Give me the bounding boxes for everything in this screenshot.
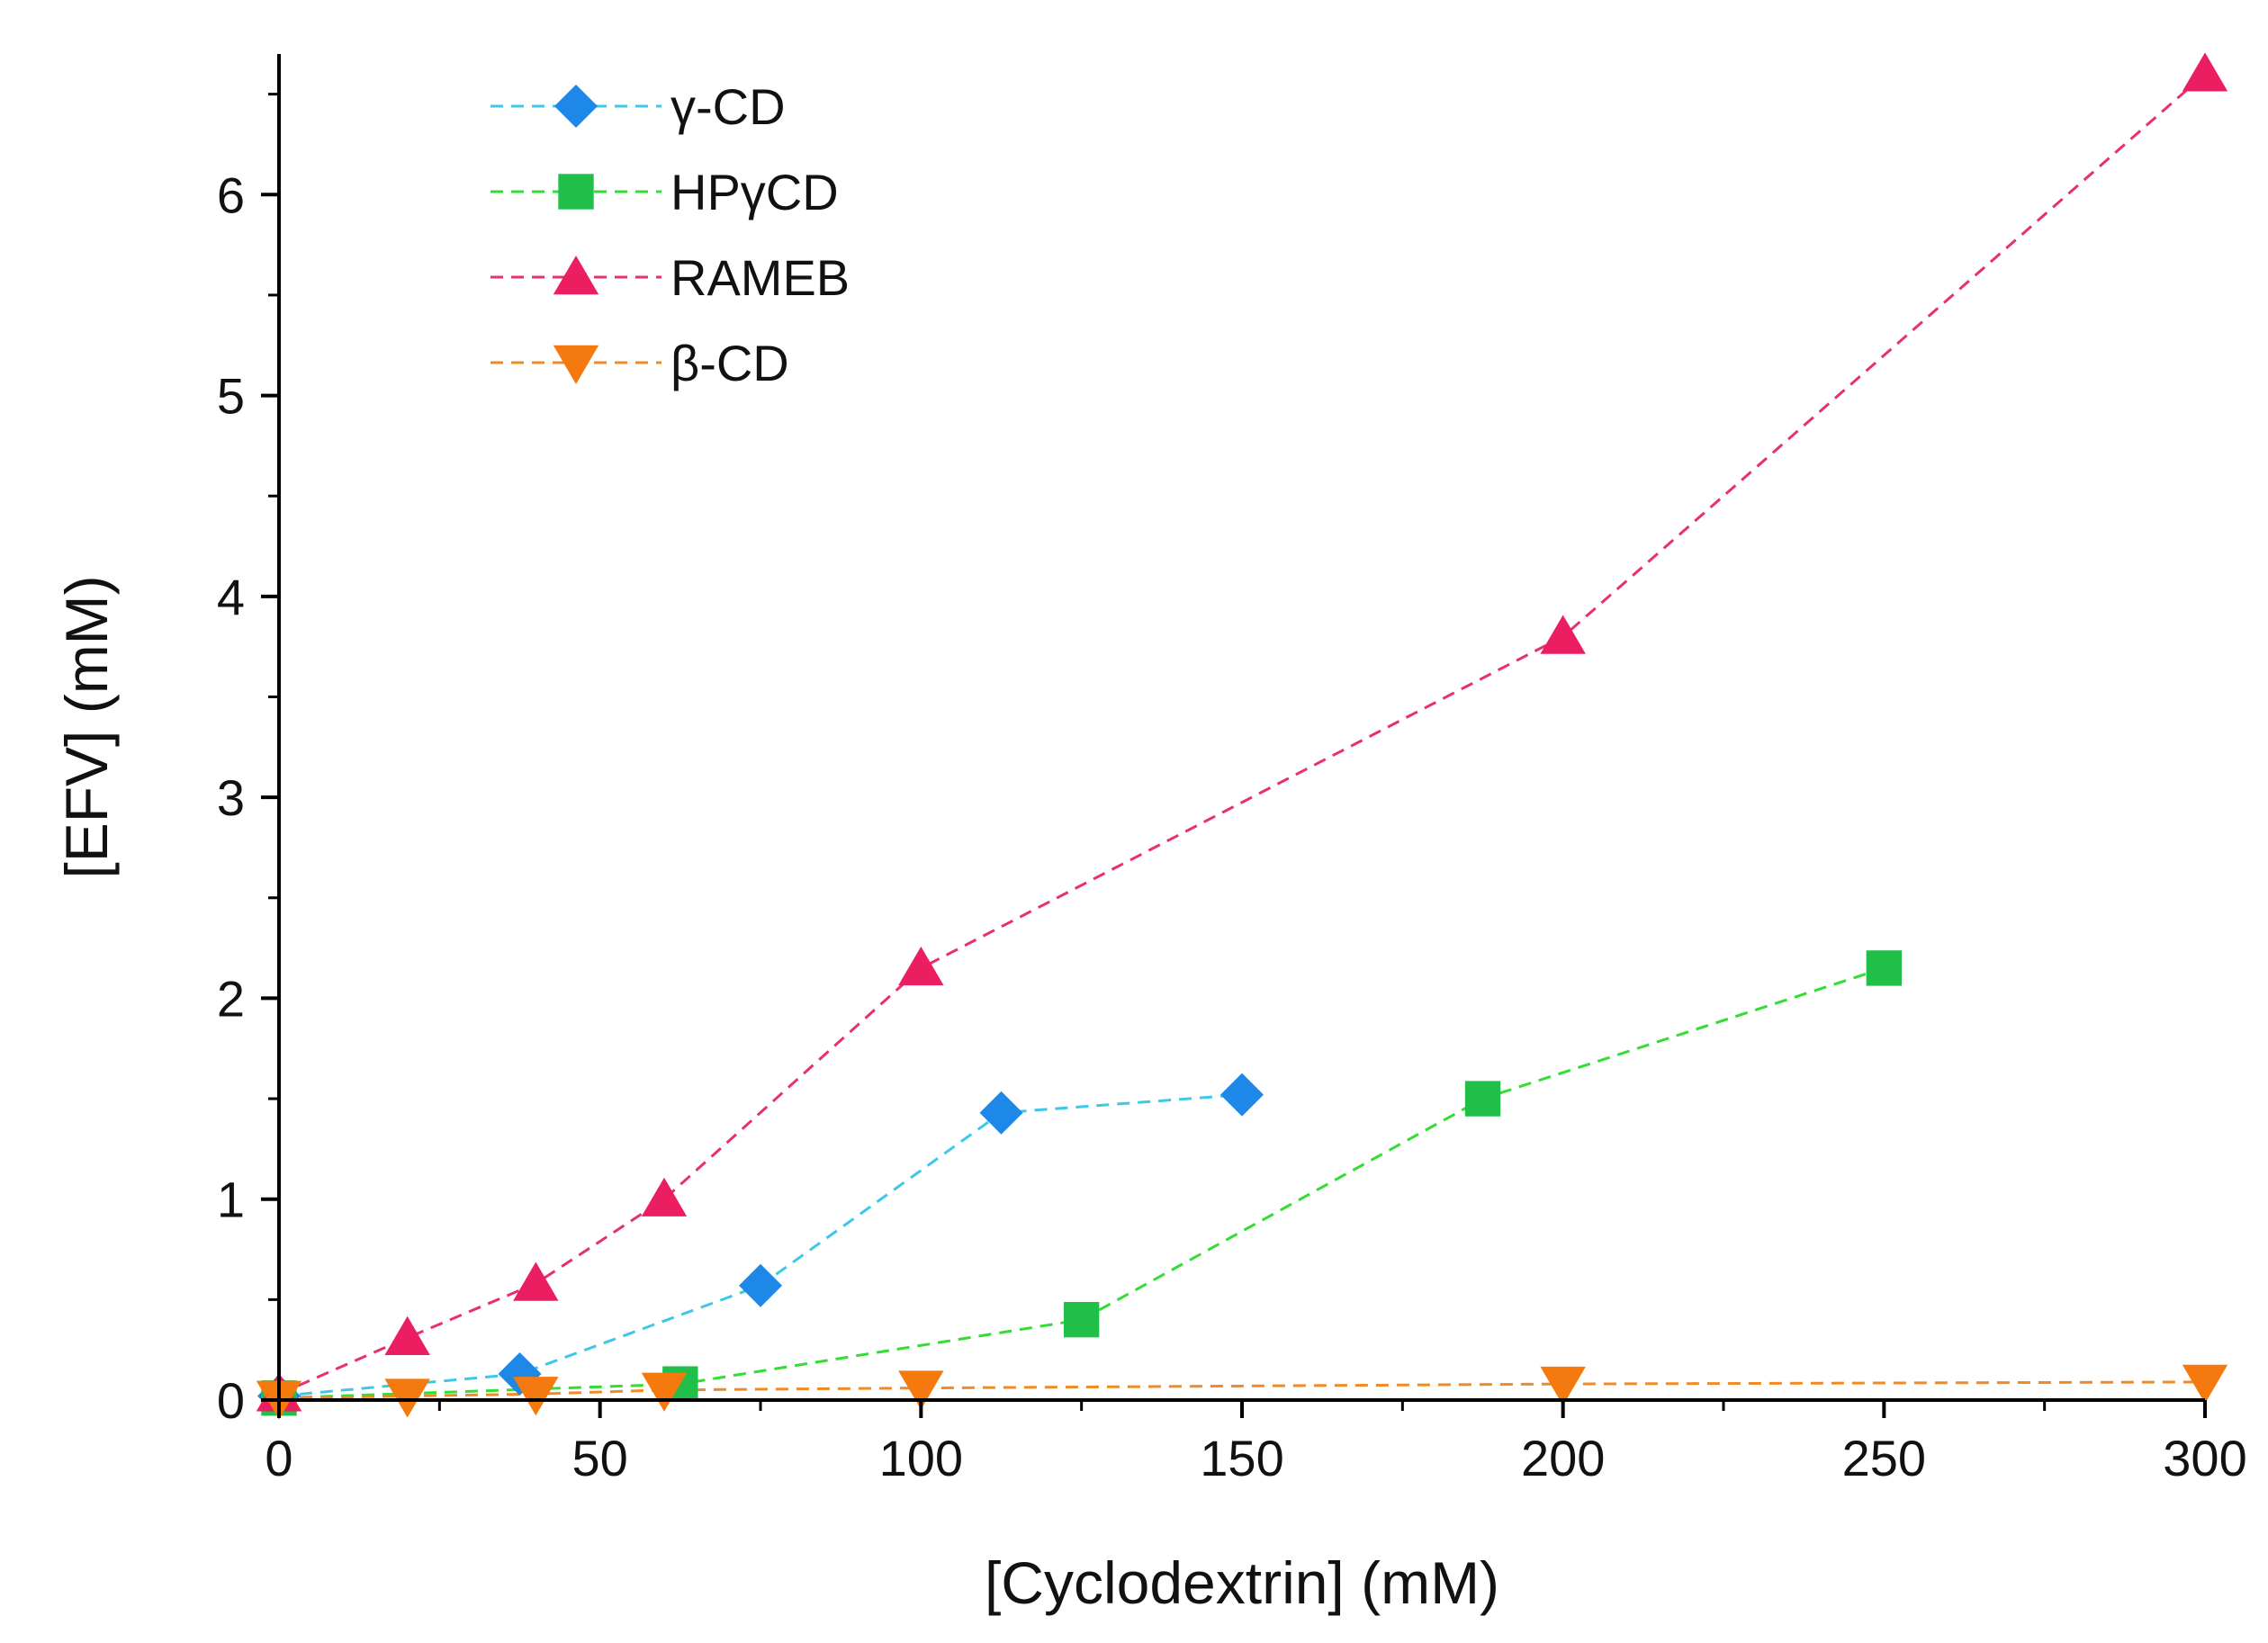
data-point-rameb-4 (898, 946, 944, 986)
data-point-cd-4 (1220, 1073, 1264, 1117)
y-tick-label-6: 6 (217, 166, 245, 223)
series-line-cd (278, 1380, 2206, 1400)
x-axis-title: [Cyclodextrin] (mM) (985, 1549, 1499, 1616)
legend-label-cd: β-CD (670, 335, 789, 391)
x-tick-label-6: 300 (2163, 1430, 2246, 1486)
y-tick-label-4: 4 (217, 569, 245, 625)
legend-marker-rameb (553, 256, 599, 295)
data-point-hpcd-2 (1063, 1302, 1100, 1338)
legend-marker-cd (554, 85, 598, 128)
data-point-cd-3 (641, 1372, 688, 1412)
series-markers-layer (256, 52, 2228, 1420)
data-point-cd-6 (2182, 1364, 2228, 1404)
y-tick-label-0: 0 (217, 1372, 245, 1429)
data-point-rameb-2 (513, 1261, 559, 1301)
legend-label-hpcd: HPγCD (670, 164, 839, 220)
x-tick-label-2: 100 (879, 1430, 963, 1486)
legend-label-cd: γ-CD (670, 78, 786, 135)
x-tick-label-0: 0 (265, 1430, 292, 1486)
legend-marker-hpcd (558, 174, 594, 210)
data-point-cd-3 (979, 1091, 1023, 1135)
x-tick-label-1: 50 (572, 1430, 628, 1486)
data-point-cd-2 (513, 1377, 559, 1416)
axes-layer: 0 50 100 150 200 250 300 0 1 2 3 4 5 6 (217, 54, 2247, 1486)
data-point-rameb-1 (384, 1315, 430, 1355)
data-point-cd-4 (898, 1370, 944, 1410)
data-point-rameb-3 (641, 1177, 688, 1217)
x-tick-label-5: 250 (1842, 1430, 1926, 1486)
y-tick-label-2: 2 (217, 970, 245, 1027)
data-point-rameb-5 (1540, 615, 1586, 654)
x-tick-label-4: 200 (1521, 1430, 1605, 1486)
y-tick-label-3: 3 (217, 769, 245, 826)
data-point-hpcd-3 (1464, 1081, 1501, 1117)
legend-label-rameb: RAMEB (670, 249, 850, 306)
legend: γ-CD HPγCD RAMEB β-CD (490, 78, 850, 391)
data-point-hpcd-4 (1866, 950, 1903, 986)
data-point-cd-1 (384, 1378, 430, 1418)
y-axis-title: [EFV] (mM) (53, 575, 120, 878)
legend-marker-cd (553, 345, 599, 384)
y-tick-label-1: 1 (217, 1172, 245, 1228)
data-point-rameb-6 (2182, 52, 2228, 92)
data-point-cd-5 (1540, 1366, 1586, 1406)
data-point-cd-2 (739, 1263, 782, 1307)
y-tick-label-5: 5 (217, 368, 245, 425)
x-tick-label-3: 150 (1200, 1430, 1283, 1486)
